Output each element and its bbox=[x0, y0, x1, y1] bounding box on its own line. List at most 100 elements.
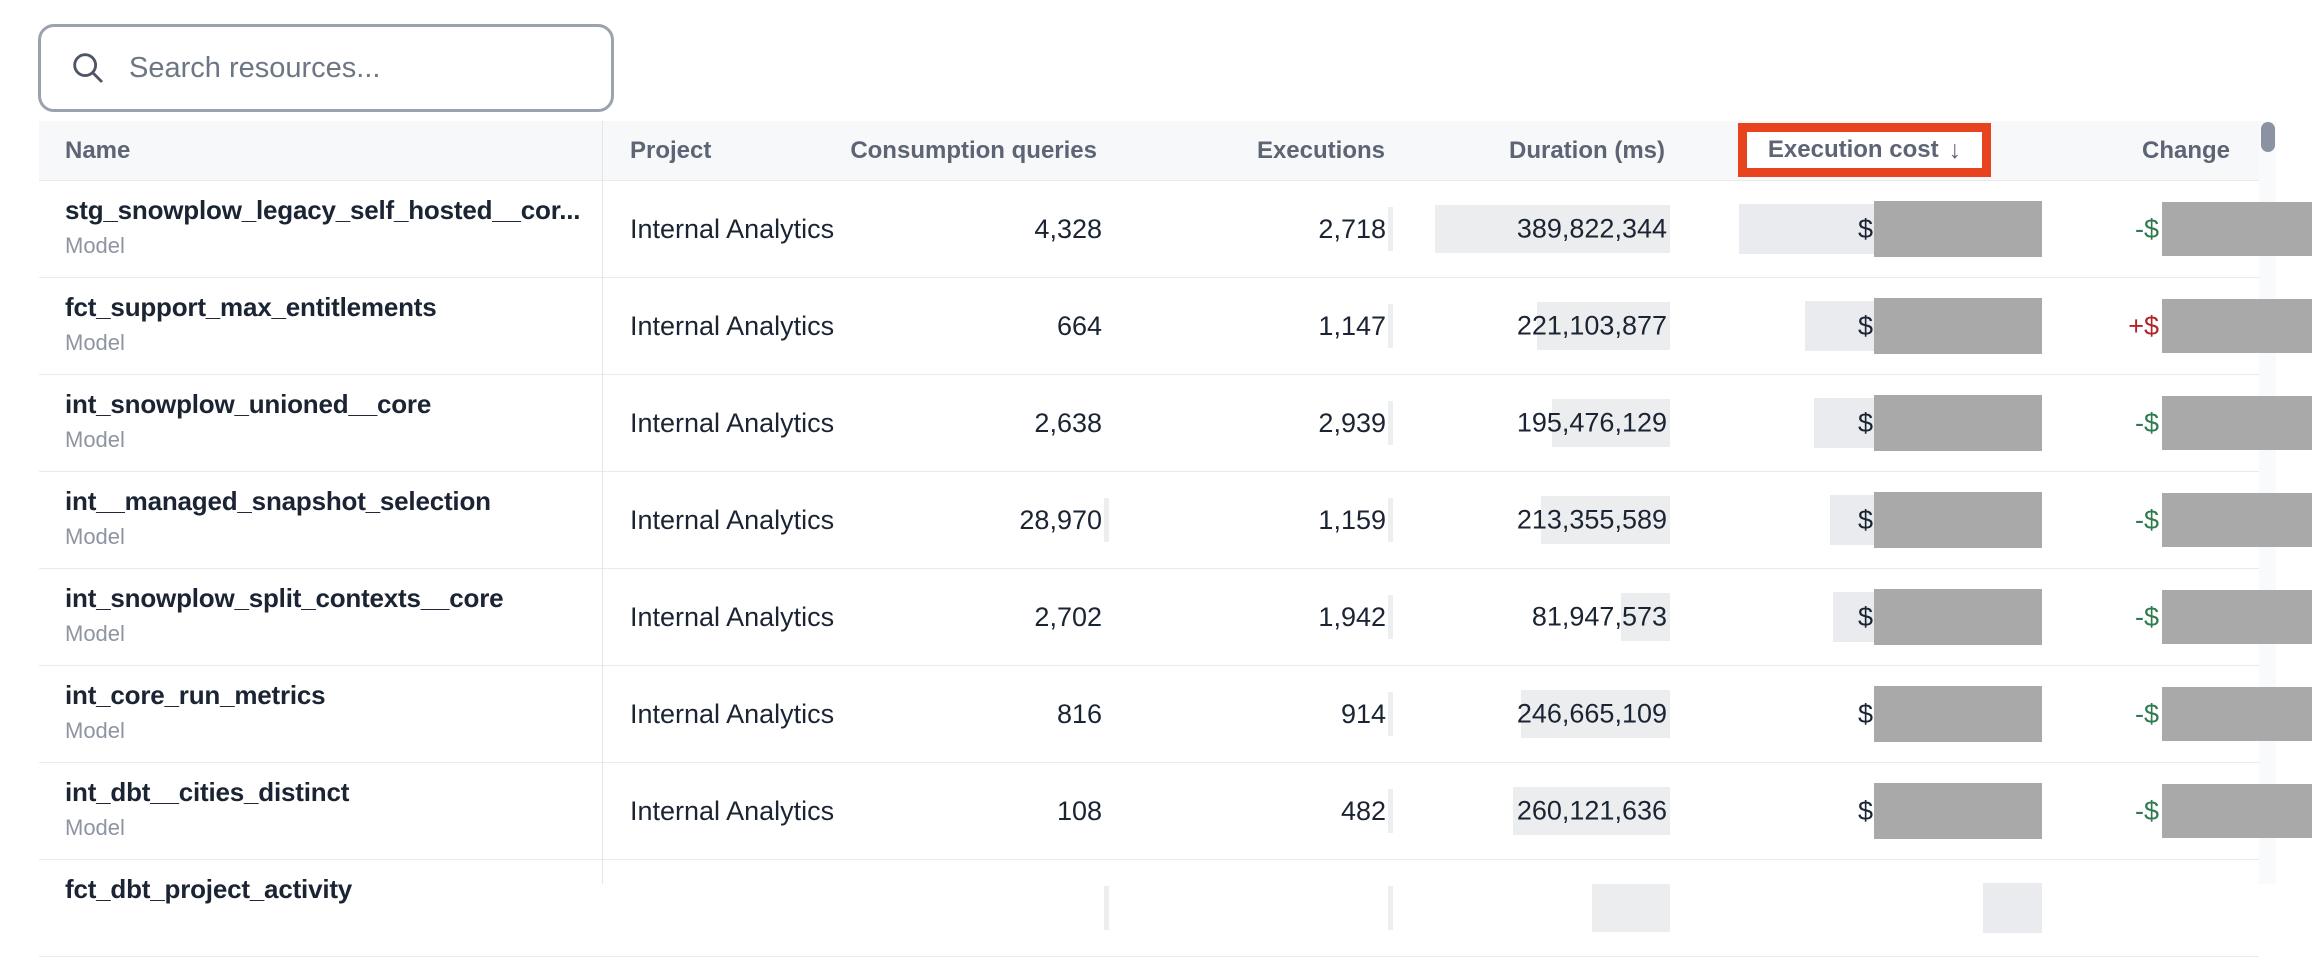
cost-bar bbox=[1983, 883, 2042, 933]
duration-bar bbox=[1435, 205, 1670, 253]
cost-currency-symbol: $ bbox=[1857, 795, 1873, 826]
change-sign: -$ bbox=[2134, 504, 2159, 535]
resource-type-label: Model bbox=[65, 815, 125, 840]
resource-type-label: Model bbox=[65, 233, 125, 258]
cost-redaction-block bbox=[1874, 395, 2042, 451]
executions-value: 1,942 bbox=[1318, 601, 1386, 632]
search-box bbox=[38, 24, 614, 112]
executions-value: 1,159 bbox=[1318, 504, 1386, 535]
change-cell: -$ bbox=[2042, 569, 2312, 665]
executions-bar bbox=[1388, 207, 1393, 251]
execution-cost-cell: $ bbox=[1670, 569, 2042, 665]
resource-type-label: Model bbox=[65, 427, 125, 452]
resource-name-cell[interactable]: int_snowplow_unioned__core Model bbox=[39, 375, 602, 471]
executions-cell: 482 bbox=[1109, 763, 1393, 859]
column-header-executions[interactable]: Executions bbox=[1256, 136, 1385, 164]
table-body: stg_snowplow_legacy_self_hosted__cor... … bbox=[39, 181, 2312, 957]
resource-type-label: Model bbox=[65, 621, 125, 646]
project-cell bbox=[602, 860, 902, 956]
consumption-queries-cell bbox=[902, 860, 1109, 956]
cost-redaction-block bbox=[1874, 686, 2042, 742]
consumption-bar bbox=[1104, 498, 1109, 542]
resource-name-cell[interactable]: fct_dbt_project_activity bbox=[39, 860, 602, 956]
column-header-change[interactable]: Change bbox=[2141, 136, 2230, 164]
executions-cell bbox=[1109, 860, 1393, 956]
cost-bar: $ bbox=[1858, 689, 1874, 739]
consumption-queries-value: 108 bbox=[1056, 795, 1102, 826]
execution-cost-cell: $ bbox=[1670, 763, 2042, 859]
change-redaction-block bbox=[2162, 784, 2312, 838]
duration-cell: 81,947,573 bbox=[1393, 569, 1670, 665]
table-row[interactable]: int_dbt__cities_distinct Model Internal … bbox=[39, 763, 2312, 860]
search-icon bbox=[73, 53, 103, 83]
change-cell bbox=[2042, 860, 2259, 956]
column-header-project[interactable]: Project bbox=[630, 136, 712, 164]
project-cell: Internal Analytics bbox=[630, 213, 835, 244]
duration-bar bbox=[1552, 399, 1670, 447]
cost-redaction-block bbox=[1874, 201, 2042, 257]
cost-redaction-block bbox=[1874, 783, 2042, 839]
executions-bar bbox=[1388, 789, 1393, 833]
resource-name[interactable]: int_snowplow_unioned__core bbox=[65, 389, 432, 419]
table-row[interactable]: int_snowplow_split_contexts__core Model … bbox=[39, 569, 2312, 666]
resource-name[interactable]: int_snowplow_split_contexts__core bbox=[65, 583, 504, 613]
table-row[interactable]: int_core_run_metrics Model Internal Anal… bbox=[39, 666, 2312, 763]
table-row[interactable]: stg_snowplow_legacy_self_hosted__cor... … bbox=[39, 181, 2312, 278]
executions-cell: 1,159 bbox=[1109, 472, 1393, 568]
change-cell: -$ bbox=[2042, 472, 2312, 568]
cost-redaction-block bbox=[1874, 298, 2042, 354]
column-header-execution-cost[interactable]: Execution cost bbox=[1767, 136, 1939, 163]
resource-name-cell[interactable]: int_core_run_metrics Model bbox=[39, 666, 602, 762]
column-header-duration[interactable]: Duration (ms) bbox=[1509, 136, 1665, 164]
executions-value: 2,718 bbox=[1318, 213, 1386, 244]
cost-bar: $ bbox=[1858, 786, 1874, 836]
executions-cell: 1,942 bbox=[1109, 569, 1393, 665]
resource-name[interactable]: int_dbt__cities_distinct bbox=[65, 777, 350, 807]
resource-name[interactable]: stg_snowplow_legacy_self_hosted__cor... bbox=[65, 195, 581, 225]
resource-name-cell[interactable]: int_dbt__cities_distinct Model bbox=[39, 763, 602, 859]
resource-name[interactable]: fct_support_max_entitlements bbox=[65, 292, 437, 322]
project-cell: Internal Analytics bbox=[630, 601, 835, 632]
executions-cell: 1,147 bbox=[1109, 278, 1393, 374]
change-sign: -$ bbox=[2134, 795, 2159, 826]
resource-name-cell[interactable]: stg_snowplow_legacy_self_hosted__cor... … bbox=[39, 181, 602, 277]
change-cell: -$ bbox=[2042, 666, 2312, 762]
cost-bar: $ bbox=[1739, 204, 1874, 254]
change-sign: -$ bbox=[2134, 698, 2159, 729]
resource-name-cell[interactable]: fct_support_max_entitlements Model bbox=[39, 278, 602, 374]
cost-bar: $ bbox=[1814, 398, 1874, 448]
change-cell: -$ bbox=[2042, 375, 2312, 471]
annotation-highlight-box: Execution cost ↓ bbox=[1738, 123, 1991, 177]
resource-name[interactable]: fct_dbt_project_activity bbox=[65, 874, 353, 904]
consumption-queries-value: 2,638 bbox=[1034, 407, 1102, 438]
resource-type-label: Model bbox=[65, 524, 125, 549]
search-input[interactable] bbox=[127, 37, 611, 99]
executions-cell: 2,718 bbox=[1109, 181, 1393, 277]
change-sign: +$ bbox=[2128, 310, 2159, 341]
executions-cell: 914 bbox=[1109, 666, 1393, 762]
column-header-name[interactable]: Name bbox=[65, 136, 131, 164]
resource-name-cell[interactable]: int__managed_snapshot_selection Model bbox=[39, 472, 602, 568]
executions-bar bbox=[1388, 498, 1393, 542]
cost-currency-symbol: $ bbox=[1857, 407, 1873, 438]
table-row[interactable]: int_snowplow_unioned__core Model Interna… bbox=[39, 375, 2312, 472]
table-row[interactable]: fct_dbt_project_activity bbox=[39, 860, 2259, 957]
resource-name[interactable]: int__managed_snapshot_selection bbox=[65, 486, 491, 516]
column-header-consumption-queries[interactable]: Consumption queries bbox=[850, 136, 1097, 164]
scrollbar-thumb[interactable] bbox=[2261, 122, 2275, 152]
resource-name[interactable]: int_core_run_metrics bbox=[65, 680, 326, 710]
change-cell: -$ bbox=[2042, 763, 2312, 859]
cost-redaction-block bbox=[1874, 589, 2042, 645]
executions-value: 482 bbox=[1340, 795, 1386, 826]
cost-currency-symbol: $ bbox=[1857, 601, 1873, 632]
executions-bar bbox=[1388, 401, 1393, 445]
column-divider bbox=[602, 121, 603, 884]
table-row[interactable]: int__managed_snapshot_selection Model In… bbox=[39, 472, 2312, 569]
change-sign: -$ bbox=[2134, 601, 2159, 632]
consumption-queries-value: 664 bbox=[1056, 310, 1102, 341]
change-redaction-block bbox=[2162, 396, 2312, 450]
sort-descending-icon[interactable]: ↓ bbox=[1948, 135, 1962, 164]
table-row[interactable]: fct_support_max_entitlements Model Inter… bbox=[39, 278, 2312, 375]
resource-name-cell[interactable]: int_snowplow_split_contexts__core Model bbox=[39, 569, 602, 665]
project-cell: Internal Analytics bbox=[630, 795, 835, 826]
